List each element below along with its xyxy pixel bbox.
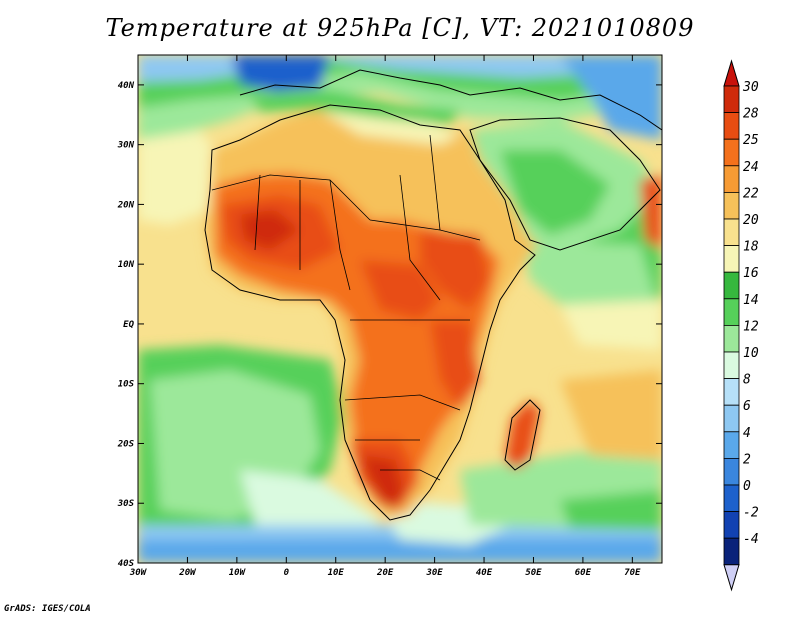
lat-tick-label: EQ: [123, 320, 134, 330]
colorbar-label: 28: [743, 107, 759, 122]
arabia-coastline: [469, 117, 661, 251]
colorbar-label: 4: [743, 426, 751, 441]
colorbar-swatch: [723, 404, 740, 433]
madagascar-coastline: [504, 399, 541, 471]
africa-coastline: [204, 104, 536, 521]
colorbar-label: 12: [743, 319, 759, 334]
colorbar-label: 2: [743, 452, 751, 467]
temperature-map: 30W 20W 10W 0 10E 20E 30E 40E 50E 60E 70E 40N30N20…: [117, 54, 759, 592]
colorbar-swatch: [723, 112, 740, 140]
lat-tick-label: 40N: [118, 81, 135, 91]
colorbar-bottom-arrow: [723, 564, 740, 592]
colorbar-top-arrow: [723, 59, 740, 87]
lon-tick-label: 60E: [575, 568, 592, 578]
longitude-ticks: 30W 20W 10W 0 10E 20E 30E 40E 50E 60E 70E: [129, 55, 641, 578]
colorbar-label: 30: [742, 80, 759, 95]
colorbar-swatch: [723, 378, 740, 406]
country-border-10: [429, 134, 441, 231]
lat-tick-label: 40S: [118, 559, 135, 569]
map-overlays: [204, 69, 663, 521]
colorbar-swatch: [723, 165, 740, 193]
colorbar-swatch: [723, 298, 740, 326]
country-border-7: [380, 469, 441, 481]
lon-tick-label: 70E: [624, 568, 641, 578]
lon-tick-label: 30W: [129, 568, 148, 578]
colorbar-swatch: [723, 271, 740, 300]
colorbar-swatch: [723, 218, 740, 247]
lon-tick-label: 0: [284, 568, 290, 578]
colorbar-swatch: [723, 537, 740, 566]
map-title: Temperature at 925hPa [C], VT: 202101080…: [105, 14, 695, 42]
colorbar-label: 6: [743, 399, 751, 414]
lat-tick-label: 20S: [117, 439, 135, 449]
europe-coastline: [239, 69, 663, 131]
lat-tick-label: 30S: [117, 499, 135, 509]
country-border-5: [344, 394, 461, 411]
colorbar-swatch: [723, 351, 740, 380]
lon-tick-label: 20W: [178, 568, 197, 578]
country-border-0: [211, 174, 371, 221]
lon-tick-label: 50E: [525, 568, 542, 578]
temperature-field: [138, 55, 662, 563]
colorbar-label: 14: [743, 293, 759, 308]
colorbar-swatch: [723, 484, 740, 513]
colorbar-swatch: [723, 324, 740, 353]
credit-label: GrADS: IGES/COLA: [4, 604, 91, 614]
colorbar-label: 8: [743, 373, 751, 388]
colorbar-label: 24: [743, 160, 759, 175]
colorbar-swatch: [723, 431, 740, 459]
colorbar-swatch: [723, 138, 740, 167]
colorbar-swatch: [723, 245, 740, 273]
lat-tick-label: 20N: [117, 200, 135, 210]
colorbar-label: -2: [743, 506, 759, 521]
colorbar-swatch: [723, 191, 740, 220]
lon-tick-label: 20E: [376, 568, 394, 578]
lon-tick-label: 10E: [328, 568, 345, 578]
colorbar-label: 25: [743, 133, 759, 148]
colorbar-label: 22: [743, 186, 759, 201]
lon-tick-label: 10W: [229, 568, 247, 578]
lat-tick-label: 10N: [118, 260, 135, 270]
colorbar-label: 10: [743, 346, 759, 361]
colorbar-label: 16: [743, 266, 759, 281]
map-frame: [137, 54, 663, 564]
latitude-ticks: 40N 30N 20N 10N EQ 10S 20S 30S 40S: [117, 81, 662, 569]
lat-tick-label: 30N: [117, 141, 135, 151]
colorbar-swatch: [723, 85, 740, 114]
colorbar-swatch: [723, 457, 740, 486]
country-border-8: [254, 174, 261, 251]
country-border-3: [399, 174, 441, 301]
colorbar-label: 18: [743, 240, 759, 255]
lon-tick-label: 30E: [425, 568, 443, 578]
lon-tick-label: 40E: [476, 568, 493, 578]
colorbar-label: -4: [743, 532, 759, 547]
colorbar-label: 0: [743, 479, 751, 494]
colorbar-swatch: [723, 511, 740, 539]
colorbar-label: 20: [743, 213, 759, 228]
lat-tick-label: 10S: [118, 380, 135, 390]
country-border-1: [329, 179, 351, 291]
